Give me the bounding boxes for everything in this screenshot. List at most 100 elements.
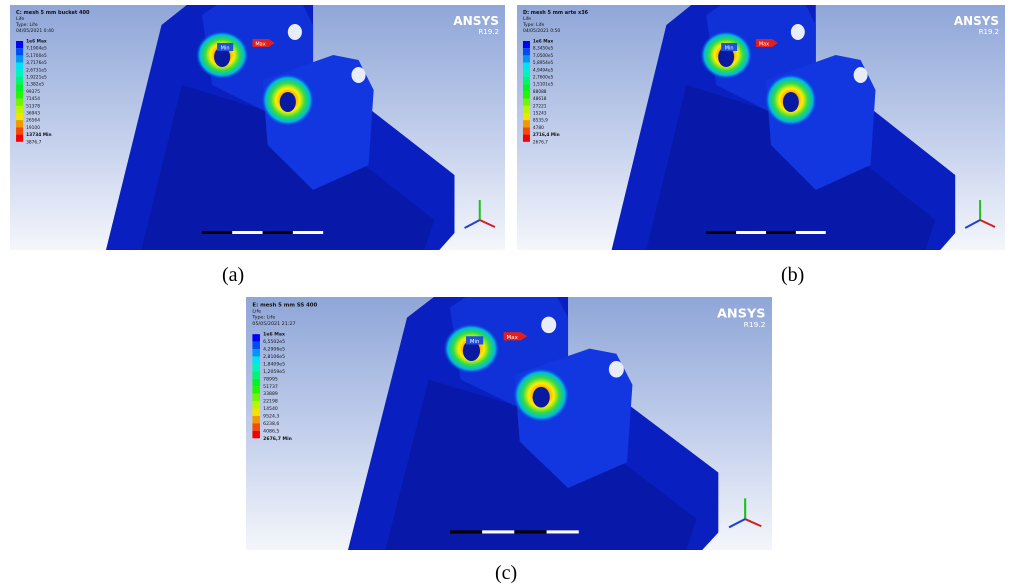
header-line: Life [16, 16, 24, 22]
color-swatch [252, 416, 260, 423]
header-line: Life [523, 16, 531, 22]
min-tag: Min [221, 46, 230, 52]
color-swatch [523, 106, 530, 113]
logo: ANSYS [717, 306, 766, 321]
legend-label: 8535,9 [533, 118, 548, 124]
legend-label: 4086,5 [263, 428, 279, 434]
legend-label: 19100 [26, 125, 40, 131]
color-swatch [16, 91, 23, 98]
color-swatch [523, 127, 530, 134]
color-swatch [252, 371, 260, 378]
legend-label: 1,382e5 [26, 82, 44, 88]
legend-label: 1,2059e5 [263, 369, 285, 375]
version: R19.2 [744, 320, 766, 329]
legend-label: 2,8106e5 [263, 354, 285, 360]
color-swatch [523, 113, 530, 120]
legend-label: 26564 [26, 118, 40, 124]
color-swatch [523, 91, 530, 98]
header-line: Type: Life [15, 22, 38, 28]
legend-label: 5,1700e5 [26, 53, 47, 59]
color-swatch [252, 379, 260, 386]
legend-label: 51378 [26, 103, 40, 109]
color-swatch [523, 77, 530, 84]
color-swatch [252, 342, 260, 349]
caption: (b) [781, 264, 804, 287]
legend-label: 1e6 Max [263, 332, 285, 338]
legend-label: 4,2906e5 [263, 347, 285, 353]
color-swatch [252, 356, 260, 363]
color-swatch [523, 41, 530, 48]
color-swatch [523, 120, 530, 127]
header-line: Life [252, 309, 261, 315]
caption: (a) [222, 264, 244, 287]
color-swatch [16, 84, 23, 91]
min-tag: Min [470, 339, 480, 345]
legend-label: 27221 [533, 103, 547, 109]
legend-label: 3,7176e5 [26, 60, 47, 66]
legend-label: 15243 [533, 110, 547, 116]
color-swatch [16, 99, 23, 106]
legend-label: 6238,6 [263, 421, 279, 427]
color-swatch [16, 120, 23, 127]
color-swatch [252, 334, 260, 341]
color-swatch [16, 106, 23, 113]
logo: ANSYS [954, 14, 999, 28]
legend-label: 2676,7 Min [263, 436, 292, 442]
legend-label: 48618 [533, 96, 547, 102]
color-swatch [16, 135, 23, 142]
color-swatch [16, 70, 23, 77]
legend-label: 4780 [533, 125, 544, 131]
legend-label: 1e6 Max [533, 38, 553, 44]
color-swatch [252, 423, 260, 430]
legend-label: 2716,4 Min [533, 132, 560, 138]
color-swatch [16, 41, 23, 48]
header-title: E: mesh 5 mm SS 400 [252, 302, 317, 308]
color-swatch [16, 55, 23, 62]
legend-label: 2,7600e5 [533, 74, 554, 80]
header-title: C: mesh 5 mm bucket 400 [16, 10, 90, 16]
legend-label: 7,0500e5 [533, 53, 554, 59]
color-swatch [252, 364, 260, 371]
figure: {"panels": [ {"header": ["C: mesh 5 mm b… [0, 0, 1010, 586]
max-tag: Max [507, 335, 518, 341]
color-swatch [16, 63, 23, 70]
color-swatch [16, 127, 23, 134]
header-title: D: mesh 5 mm arte x36 [523, 10, 589, 16]
legend-label: 1,5101e5 [533, 82, 554, 88]
legend-label: 1,8409e5 [263, 362, 285, 368]
color-swatch [523, 84, 530, 91]
color-swatch [523, 63, 530, 70]
legend-label: 4,9494e5 [533, 67, 554, 73]
color-swatch [16, 77, 23, 84]
version: R19.2 [979, 28, 999, 36]
color-swatch [16, 113, 23, 120]
legend-label: 9524,3 [263, 414, 279, 420]
color-swatch [523, 48, 530, 55]
legend-label: 51737 [263, 384, 278, 390]
color-swatch [252, 431, 260, 438]
logo: ANSYS [453, 14, 499, 28]
legend-label: 1e6 Max [26, 39, 47, 45]
header-line: 04/05/2021 0:50 [523, 28, 560, 34]
legend-label: 2,6731e5 [26, 67, 47, 73]
legend-label: 5,8954e5 [533, 60, 554, 66]
max-tag: Max [759, 41, 769, 47]
color-swatch [252, 409, 260, 416]
legend-label: 2676,7 [533, 139, 548, 145]
version: R19.2 [478, 27, 499, 36]
legend-label: 1,9221e5 [26, 75, 47, 81]
color-swatch [252, 401, 260, 408]
header-line: 05/05/2021 21:27 [252, 321, 295, 327]
header-line: Type: Life [522, 22, 545, 28]
legend-label: 99375 [26, 89, 40, 95]
max-tag: Max [255, 42, 265, 48]
color-swatch [523, 135, 530, 142]
color-swatch [252, 386, 260, 393]
color-swatch [523, 55, 530, 62]
min-tag: Min [725, 45, 734, 51]
legend-label: 13734 Min [26, 132, 51, 138]
legend-label: 3876,7 [26, 139, 41, 145]
